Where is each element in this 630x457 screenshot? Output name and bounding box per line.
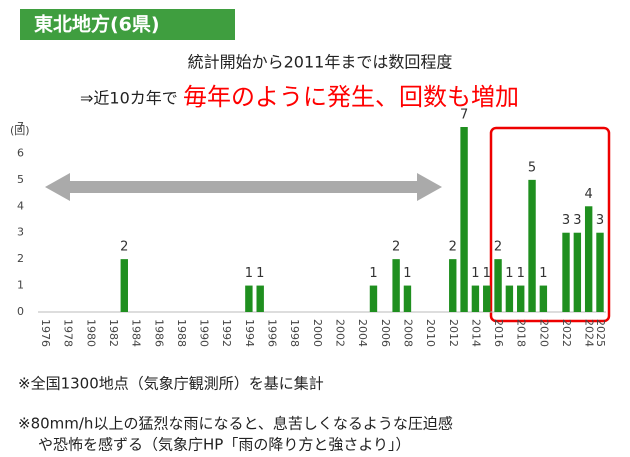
y-tick-label: 3: [17, 226, 24, 239]
y-tick-label: 1: [17, 279, 24, 292]
value-label: 1: [505, 266, 513, 281]
range-arrow: [45, 173, 442, 201]
bar: [528, 179, 536, 312]
x-tick-label: 2018: [515, 319, 528, 347]
value-label: 2: [494, 240, 502, 255]
title-box: [20, 9, 235, 40]
value-label: 1: [471, 266, 479, 281]
value-label: 1: [369, 266, 377, 281]
note: ※80mm/h以上の猛烈な雨になると、息苦しくなるような圧迫感: [18, 415, 453, 433]
x-tick-label: 1976: [39, 319, 52, 347]
y-tick-label: 5: [17, 173, 24, 186]
annotation-highlight: 毎年のように発生、回数も増加: [183, 83, 519, 111]
value-label: 1: [539, 266, 547, 281]
value-label: 1: [483, 266, 491, 281]
x-tick-label: 1984: [130, 319, 143, 347]
x-tick-label: 1986: [152, 319, 165, 347]
bar: [245, 285, 253, 312]
x-tick-label: 2006: [379, 319, 392, 347]
x-tick-label: 2002: [333, 319, 346, 347]
y-axis-label: (回): [10, 124, 30, 137]
y-tick-label: 0: [17, 305, 24, 318]
bar: [539, 285, 548, 312]
bar: [562, 232, 570, 312]
x-tick-label: 2004: [356, 319, 369, 347]
value-label: 3: [562, 213, 570, 228]
bar: [392, 259, 400, 312]
y-tick-label: 6: [17, 146, 24, 159]
y-tick-label: 7: [17, 120, 24, 133]
x-tick-label: 2014: [469, 319, 482, 347]
x-tick-label: 2016: [492, 319, 505, 347]
x-tick-label: 2022: [560, 319, 573, 347]
x-tick-label: 1990: [198, 319, 211, 347]
value-label: 1: [256, 266, 264, 281]
x-tick-label: 2010: [424, 319, 437, 347]
value-label: 5: [528, 160, 536, 175]
value-label: 1: [517, 266, 525, 281]
chart-title: 東北地方(6県): [34, 13, 160, 36]
bar: [369, 285, 378, 312]
value-label: 2: [120, 240, 128, 255]
value-label: 1: [403, 266, 411, 281]
bar: [584, 206, 593, 312]
x-tick-label: 1996: [266, 319, 279, 347]
x-tick-label: 1982: [107, 319, 120, 347]
x-tick-label: 2012: [447, 319, 460, 347]
value-label: 4: [585, 187, 593, 202]
value-label: 3: [573, 213, 581, 228]
x-tick-label: 1994: [243, 319, 256, 347]
bar: [596, 232, 604, 312]
value-label: 1: [245, 266, 253, 281]
x-tick-label: 1980: [84, 319, 97, 347]
bar: [471, 285, 480, 312]
note: や恐怖を感ずる（気象庁HP「雨の降り方と強さより」）: [38, 436, 411, 454]
y-tick-label: 4: [17, 199, 24, 212]
bar: [256, 285, 264, 312]
bar: [460, 127, 468, 312]
bar: [573, 232, 582, 312]
value-label: 2: [449, 240, 457, 255]
bar: [517, 285, 525, 312]
x-tick-label: 2008: [401, 319, 414, 347]
x-tick-label: 2000: [311, 319, 324, 347]
bar: [403, 285, 412, 312]
x-tick-label: 2020: [537, 319, 550, 347]
subtitle: 統計開始から2011年までは数回程度: [188, 53, 453, 72]
bar: [505, 285, 514, 312]
value-label: 2: [392, 240, 400, 255]
x-tick-label: 1998: [288, 319, 301, 347]
bar: [494, 259, 502, 312]
highlight-box: [489, 126, 611, 323]
bar: [483, 285, 491, 312]
x-tick-label: 2025: [594, 319, 607, 347]
annotation: ⇒近10カ年で: [80, 89, 178, 108]
bar: [120, 259, 128, 312]
value-label: 3: [596, 213, 604, 228]
note: ※全国1300地点（気象庁観測所）を基に集計: [18, 375, 324, 393]
y-tick-label: 2: [17, 252, 24, 265]
x-tick-label: 2024: [583, 319, 596, 347]
bar: [449, 259, 457, 312]
x-tick-label: 1992: [220, 319, 233, 347]
value-label: 7: [460, 108, 468, 123]
x-tick-label: 1978: [62, 319, 75, 347]
x-tick-label: 1988: [175, 319, 188, 347]
